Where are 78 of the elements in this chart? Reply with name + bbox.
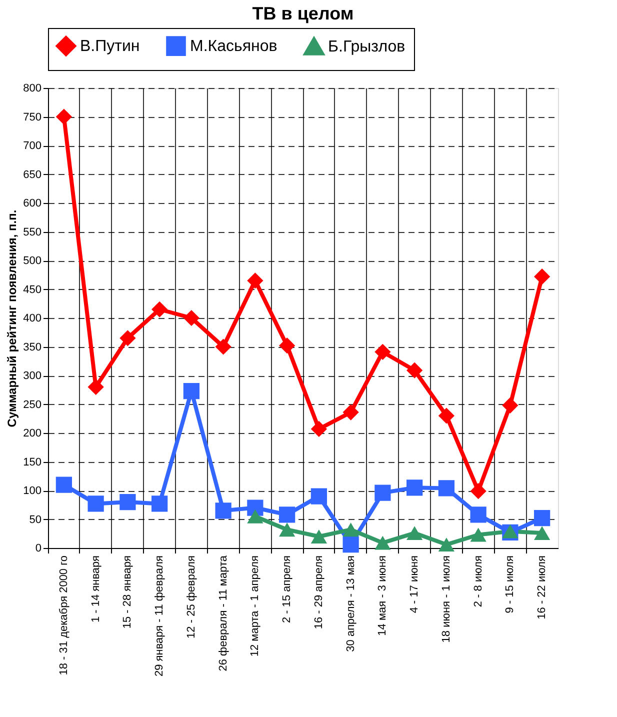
y-tick-label: 750 bbox=[23, 111, 42, 124]
y-tick-label: 100 bbox=[23, 485, 42, 497]
legend-label: В.Путин bbox=[80, 38, 140, 56]
y-tick-label: 150 bbox=[23, 456, 42, 468]
x-tick-label: 18 июня - 1 июля bbox=[440, 555, 452, 643]
legend-label: Б.Грызлов bbox=[328, 38, 406, 56]
y-tick-label: 600 bbox=[23, 198, 42, 210]
chart-title: ТВ в целом bbox=[252, 4, 354, 24]
point bbox=[374, 536, 391, 550]
point bbox=[470, 506, 486, 523]
x-tick-label: 16 - 22 июля bbox=[536, 555, 548, 620]
x-tick-label: 16 - 29 апреля bbox=[312, 555, 325, 630]
x-tick-label: 14 мая - 3 июня bbox=[376, 555, 389, 636]
point bbox=[88, 378, 104, 396]
point bbox=[374, 344, 391, 360]
y-tick-label: 700 bbox=[23, 140, 42, 152]
point bbox=[470, 483, 486, 500]
point bbox=[247, 272, 264, 289]
point bbox=[534, 268, 550, 285]
point bbox=[406, 526, 423, 540]
point bbox=[215, 338, 232, 355]
point bbox=[88, 496, 104, 512]
point bbox=[247, 500, 264, 516]
point bbox=[406, 480, 423, 496]
point bbox=[374, 484, 391, 501]
x-tick-label: 18 - 31 декабря 2000 го bbox=[58, 556, 70, 676]
point bbox=[534, 526, 550, 540]
y-axis-title: Суммарный рейтинг появления, п.п. bbox=[5, 210, 20, 428]
y-tick-label: 300 bbox=[23, 370, 42, 382]
x-tick-label: 2 - 15 апреля bbox=[281, 555, 294, 624]
x-tick-label: 1 - 14 января bbox=[90, 555, 102, 623]
point bbox=[342, 536, 359, 553]
y-tick-label: 650 bbox=[23, 168, 42, 181]
x-tick-label: 12 марта - 1 апреля bbox=[249, 555, 262, 657]
point bbox=[279, 338, 296, 354]
y-tick-label: 50 bbox=[29, 514, 42, 526]
point bbox=[342, 404, 359, 420]
point bbox=[310, 420, 327, 438]
x-tick-label: 30 апреля - 13 мая bbox=[344, 555, 357, 652]
x-tick-label: 12 - 25 февраля bbox=[185, 555, 198, 638]
y-tick-label: 250 bbox=[23, 398, 42, 411]
point bbox=[406, 362, 423, 378]
legend-label: М.Касьянов bbox=[190, 38, 278, 56]
point bbox=[438, 480, 454, 496]
point bbox=[152, 496, 168, 512]
point bbox=[152, 301, 168, 318]
point bbox=[310, 530, 327, 544]
x-tick-label: 2 - 8 июля bbox=[472, 555, 484, 608]
y-tick-label: 350 bbox=[23, 341, 42, 354]
point bbox=[56, 108, 72, 125]
point bbox=[438, 408, 454, 424]
y-tick-label: 450 bbox=[23, 284, 42, 296]
point bbox=[342, 522, 359, 537]
point bbox=[183, 310, 200, 326]
y-tick-label: 400 bbox=[23, 312, 42, 324]
point bbox=[56, 476, 72, 493]
x-tick-label: 15 - 28 января bbox=[122, 555, 134, 629]
y-tick-label: 800 bbox=[23, 82, 42, 94]
point bbox=[247, 509, 264, 524]
y-tick-label: 0 bbox=[35, 542, 42, 554]
x-tick-label: 26 февраля - 11 марта bbox=[217, 554, 230, 672]
x-tick-label: 9 - 15 июля bbox=[504, 555, 516, 614]
y-tick-label: 550 bbox=[23, 226, 42, 238]
point bbox=[534, 510, 550, 526]
point bbox=[279, 506, 296, 523]
point bbox=[120, 330, 136, 346]
point bbox=[438, 538, 454, 552]
point bbox=[470, 528, 486, 542]
y-tick-label: 500 bbox=[23, 255, 42, 267]
point bbox=[502, 397, 518, 414]
y-tick-label: 200 bbox=[23, 428, 42, 440]
point bbox=[215, 502, 232, 519]
point bbox=[183, 382, 200, 400]
x-tick-label: 29 января - 11 февраля bbox=[154, 555, 166, 676]
point bbox=[120, 494, 136, 510]
x-tick-label: 4 - 17 июня bbox=[408, 555, 421, 614]
point bbox=[279, 522, 296, 537]
point bbox=[310, 488, 327, 504]
